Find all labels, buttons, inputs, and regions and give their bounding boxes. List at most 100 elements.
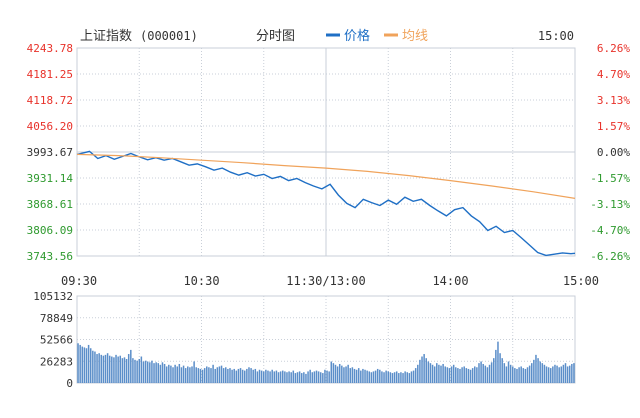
volume-bar (398, 373, 400, 383)
y-tick-label-right: -3.13% (590, 198, 630, 211)
volume-bar (343, 367, 345, 383)
volume-bar (558, 367, 560, 383)
volume-bar (573, 363, 575, 383)
volume-bar (355, 369, 358, 383)
volume-bar (134, 359, 136, 383)
volume-bar (427, 361, 430, 383)
volume-bar (497, 341, 499, 383)
volume-bar (319, 372, 322, 383)
volume-bar (241, 369, 244, 383)
volume-bar (254, 368, 257, 383)
volume-bar (438, 364, 440, 383)
volume-bar (387, 371, 389, 383)
volume-bar (564, 363, 567, 383)
volume-bar (117, 356, 119, 383)
x-tick-label: 14:00 (432, 274, 468, 288)
volume-bar (412, 370, 415, 383)
volume-bar (448, 368, 451, 383)
volume-bar (480, 361, 482, 383)
volume-bar (486, 367, 489, 383)
volume-bar (157, 363, 159, 383)
volume-bar (404, 371, 406, 383)
volume-bar (501, 358, 503, 383)
volume-bar (102, 355, 105, 383)
y-tick-label-left: 4181.25 (27, 68, 73, 81)
volume-bar (425, 358, 427, 383)
volume-bar (89, 348, 92, 383)
volume-bar (262, 371, 265, 383)
volume-bar (284, 371, 286, 383)
volume-bar (290, 372, 292, 383)
volume-bar (286, 372, 288, 383)
volume-bar (528, 365, 531, 383)
volume-bar (326, 370, 328, 383)
volume-bar (237, 368, 240, 383)
volume-bar (452, 364, 455, 383)
volume-bar (98, 353, 100, 383)
volume-bar (417, 364, 419, 383)
avg-legend-label: 均线 (402, 29, 428, 44)
volume-bar (265, 369, 267, 383)
volume-bar (292, 370, 295, 383)
volume-bar (130, 349, 132, 383)
volume-bar (250, 368, 252, 383)
volume-bar (391, 373, 394, 383)
price-legend-label: 价格 (344, 28, 370, 44)
volume-bar (146, 361, 149, 383)
volume-bar (353, 368, 356, 383)
volume-bar (499, 353, 501, 383)
volume-bar (138, 359, 140, 383)
volume-bar (495, 349, 497, 383)
volume-bar (566, 366, 569, 383)
volume-bar (231, 369, 233, 383)
volume-bar (248, 367, 250, 383)
volume-bar (267, 370, 269, 383)
y-tick-label-left: 4243.78 (27, 42, 73, 55)
volume-bar (455, 367, 457, 383)
volume-bar (149, 362, 151, 383)
volume-bar (419, 359, 421, 383)
y-tick-label-right: 4.70% (597, 68, 630, 81)
volume-bar (366, 370, 368, 383)
volume-bar (172, 367, 174, 383)
volume-bar (94, 351, 96, 383)
volume-bar (111, 356, 113, 383)
volume-bar (77, 343, 79, 383)
volume-bar (360, 370, 362, 383)
volume-bar (514, 368, 516, 383)
volume-bar (530, 363, 533, 383)
volume-bar (436, 363, 438, 383)
volume-bar (87, 344, 90, 383)
volume-bar (96, 354, 98, 383)
volume-bar (429, 363, 432, 383)
volume-bar (379, 369, 381, 383)
volume-bar (562, 364, 565, 383)
volume-bar (364, 369, 366, 383)
volume-bar (252, 369, 254, 383)
volume-bar (229, 368, 231, 383)
volume-bar (545, 366, 548, 383)
volume-bar (535, 354, 537, 383)
volume-bar (184, 368, 187, 383)
index-code: (000001) (140, 29, 198, 43)
volume-bar (322, 373, 324, 383)
volume-bar (180, 367, 183, 383)
volume-bar (275, 370, 278, 383)
volume-bar (442, 363, 444, 383)
volume-bar (125, 359, 128, 383)
volume-bar (210, 368, 212, 383)
volume-bar (568, 365, 571, 383)
y-tick-label-left: 3868.61 (27, 198, 73, 211)
volume-bar (554, 364, 556, 383)
volume-bar (258, 369, 261, 383)
volume-bar (176, 366, 178, 383)
volume-bar (161, 362, 164, 383)
volume-bar (571, 363, 573, 383)
volume-bar (469, 369, 472, 383)
volume-bar (225, 367, 227, 383)
volume-bar (336, 366, 339, 383)
volume-bar (307, 371, 309, 383)
y-tick-label-left: 3931.14 (27, 172, 74, 185)
volume-bar (182, 365, 185, 383)
